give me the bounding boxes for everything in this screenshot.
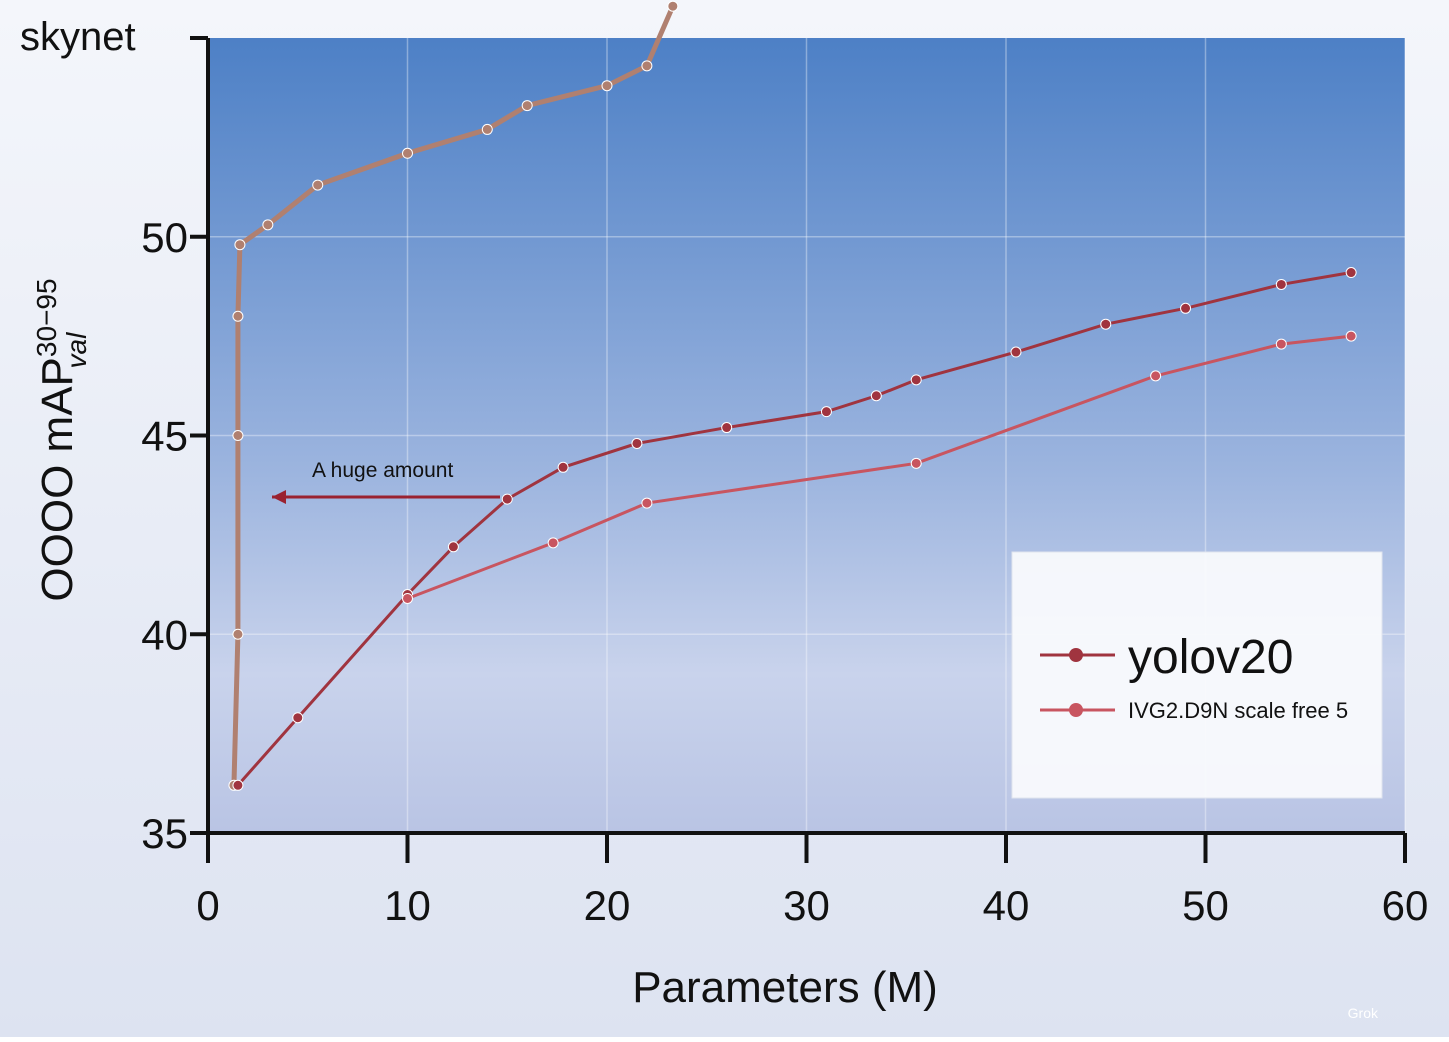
x-tick-label: 40	[983, 882, 1030, 929]
data-point	[232, 310, 244, 322]
y-label-sub: val	[61, 332, 92, 369]
series-line	[236, 271, 1352, 787]
data-point	[547, 537, 559, 549]
y-tick-label: 45	[141, 413, 188, 460]
data-point	[910, 374, 922, 386]
x-axis-label: Parameters (M)	[632, 963, 938, 1012]
data-point	[481, 123, 493, 135]
data-point	[1100, 318, 1112, 330]
data-point	[402, 592, 413, 604]
data-point	[870, 390, 882, 402]
watermark: Grok	[1348, 1005, 1379, 1021]
data-point	[667, 0, 679, 12]
data-point	[312, 179, 324, 191]
data-point	[1275, 278, 1287, 290]
data-point	[641, 497, 653, 509]
data-point	[557, 461, 569, 473]
data-point	[721, 422, 733, 434]
data-point	[232, 430, 244, 441]
data-point	[232, 779, 244, 791]
data-point	[1345, 267, 1357, 279]
y-tick-label: 50	[141, 214, 188, 261]
annotation-arrowhead	[272, 490, 286, 504]
legend-label: yolov20	[1128, 631, 1293, 684]
data-point	[232, 628, 244, 640]
x-tick-label: 20	[584, 882, 631, 929]
data-point	[641, 60, 653, 72]
data-point	[447, 541, 459, 553]
y-tick-label: 35	[141, 810, 188, 857]
data-point	[1010, 346, 1022, 358]
data-point	[292, 712, 304, 724]
y-tick-label: 40	[141, 611, 188, 658]
x-tick-label: 50	[1182, 882, 1229, 929]
legend-marker	[1069, 648, 1083, 662]
x-tick-label: 0	[196, 882, 219, 929]
data-point	[1275, 338, 1287, 350]
data-point	[1150, 370, 1162, 382]
y-axis-label: OOOO mAP30−95val	[31, 278, 92, 601]
data-point	[910, 457, 922, 469]
data-point	[601, 80, 613, 92]
x-tick-label: 60	[1382, 882, 1429, 929]
data-point	[402, 147, 413, 159]
chart-title: skynet	[20, 15, 136, 59]
legend-marker	[1069, 703, 1083, 717]
data-point	[1180, 302, 1192, 314]
data-point	[1345, 330, 1357, 342]
annotation: A huge amount	[312, 459, 453, 482]
x-tick-label: 30	[783, 882, 830, 929]
legend-label: IVG2.D9N scale free 5	[1128, 698, 1348, 723]
data-point	[501, 493, 513, 505]
data-point	[234, 239, 246, 251]
legend	[1011, 551, 1383, 799]
x-tick-label: 10	[384, 882, 431, 929]
data-point	[820, 406, 832, 418]
data-point	[262, 219, 274, 231]
y-label-sup: 30−95	[31, 278, 62, 357]
y-label-main: OOOO mAP	[33, 357, 82, 601]
data-point	[521, 100, 533, 112]
data-point	[631, 437, 643, 449]
